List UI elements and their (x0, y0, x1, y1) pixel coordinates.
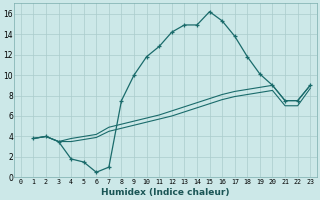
X-axis label: Humidex (Indice chaleur): Humidex (Indice chaleur) (101, 188, 230, 197)
